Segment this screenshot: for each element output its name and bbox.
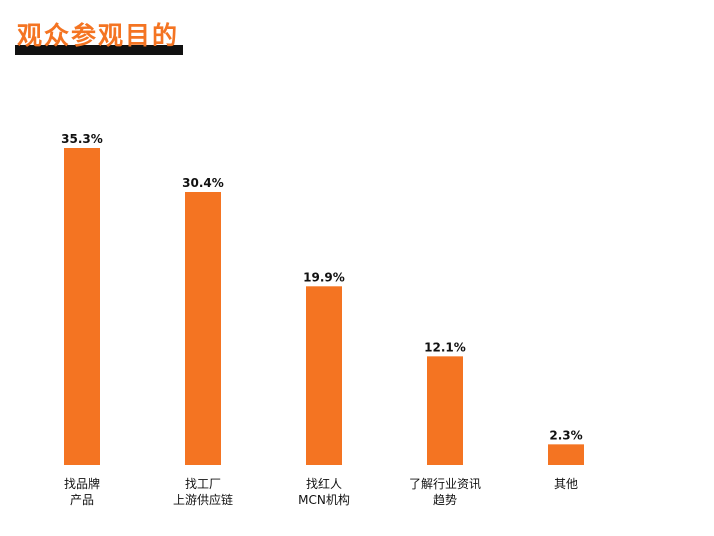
category-label-2-1: MCN机构 <box>298 492 350 507</box>
category-label-2-0: 找红人 <box>306 476 342 491</box>
category-label-0-1: 产品 <box>70 493 94 507</box>
data-label-2: 19.9% <box>303 270 345 284</box>
bar-3 <box>427 356 463 465</box>
bar-1 <box>185 192 221 465</box>
category-label-1-1: 上游供应链 <box>173 492 233 507</box>
data-label-1: 30.4% <box>182 176 224 190</box>
bar-4 <box>548 444 584 465</box>
bar-2 <box>306 286 342 465</box>
category-label-0-0: 找品牌 <box>64 477 100 491</box>
bar-0 <box>64 148 100 465</box>
category-label-1-0: 找工厂 <box>185 477 221 491</box>
data-label-3: 12.1% <box>424 340 466 354</box>
title-underline <box>15 45 184 55</box>
title-block: 观众参观目的 <box>15 20 184 55</box>
category-label-3-1: 趋势 <box>433 493 457 507</box>
category-label-4-0: 其他 <box>554 477 578 491</box>
data-label-0: 35.3% <box>61 132 103 146</box>
category-label-3-0: 了解行业资讯 <box>409 477 481 491</box>
chart-title: 观众参观目的 <box>17 21 180 50</box>
data-label-4: 2.3% <box>549 428 582 442</box>
